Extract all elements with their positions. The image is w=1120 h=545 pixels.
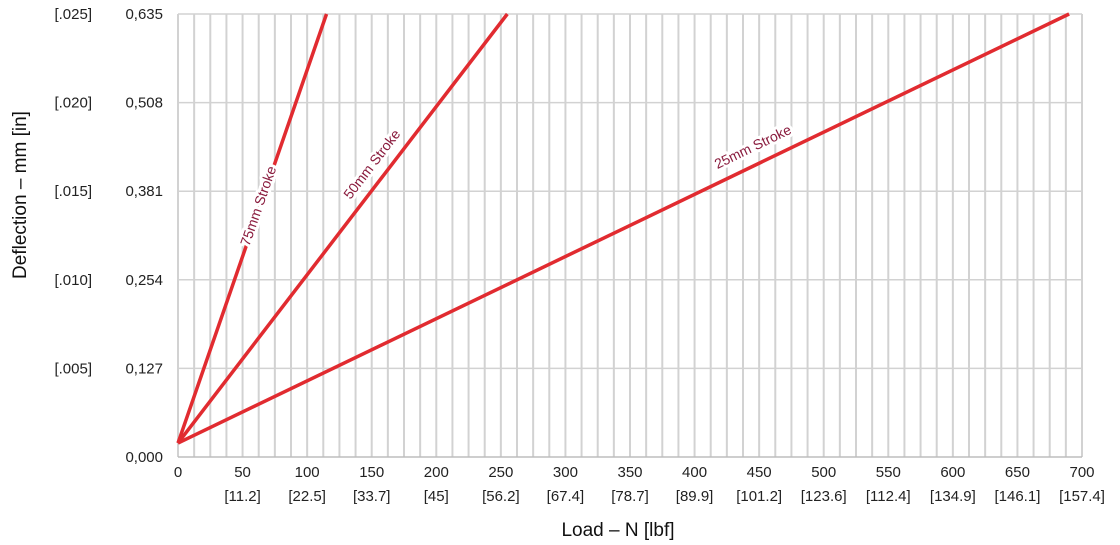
x-tick-sublabel: [112.4] xyxy=(866,488,911,505)
x-tick-sublabel: [22.5] xyxy=(288,488,326,505)
x-tick-sublabel: [45] xyxy=(424,488,449,505)
x-tick-sublabel: [89.9] xyxy=(676,488,714,505)
x-tick-label: 500 xyxy=(811,464,836,481)
x-tick-sublabel: [33.7] xyxy=(353,488,391,505)
x-tick-label: 600 xyxy=(940,464,965,481)
x-axis-title: Load – N [lbf] xyxy=(561,520,674,541)
x-tick-label: 100 xyxy=(295,464,320,481)
x-tick-sublabel: [56.2] xyxy=(482,488,520,505)
x-tick-label: 0 xyxy=(174,464,182,481)
x-tick-sublabel: [157.4] xyxy=(1059,488,1105,505)
y-tick-alt-label: [.010] xyxy=(54,272,92,289)
x-tick-sublabel: [123.6] xyxy=(801,488,847,505)
series-layer xyxy=(176,12,1070,445)
y-axis-title: Deflection – mm [in] xyxy=(10,111,31,279)
x-tick-label: 250 xyxy=(488,464,513,481)
x-tick-label: 650 xyxy=(1005,464,1030,481)
y-tick-alt-label: [.020] xyxy=(54,95,92,112)
y-tick-label: 0,381 xyxy=(125,183,163,200)
x-tick-label: 150 xyxy=(359,464,384,481)
x-tick-label: 350 xyxy=(617,464,642,481)
x-tick-sublabel: [78.7] xyxy=(611,488,649,505)
x-tick-sublabel: [134.9] xyxy=(930,488,976,505)
y-tick-label: 0,127 xyxy=(125,360,163,377)
x-tick-label: 450 xyxy=(747,464,772,481)
grid-layer xyxy=(177,13,1083,457)
series-label: 25mm Stroke xyxy=(712,121,794,172)
x-tick-sublabel: [67.4] xyxy=(547,488,585,505)
y-tick-label: 0,635 xyxy=(125,6,163,23)
series-line-1 xyxy=(176,13,329,444)
x-tick-sublabel: [11.2] xyxy=(224,488,260,505)
x-tick-sublabel: [146.1] xyxy=(994,488,1040,505)
x-tick-label: 300 xyxy=(553,464,578,481)
y-tick-label: 0,254 xyxy=(125,272,163,289)
x-tick-sublabel: [101.2] xyxy=(736,488,782,505)
x-tick-label: 700 xyxy=(1069,464,1094,481)
x-tick-label: 400 xyxy=(682,464,707,481)
y-tick-label: 0,508 xyxy=(125,95,163,112)
x-tick-label: 200 xyxy=(424,464,449,481)
y-tick-label: 0,000 xyxy=(125,449,163,466)
x-tick-label: 50 xyxy=(234,464,251,481)
axis-layer: 0 50 [11.2] 100 [22.5] 150 [33.7] 200 [45] 250 [56… xyxy=(54,6,1104,505)
series-line-3 xyxy=(177,12,1070,445)
y-tick-alt-label: [.005] xyxy=(54,360,92,377)
y-tick-alt-label: [.025] xyxy=(54,6,92,23)
series-line-2 xyxy=(176,12,509,445)
y-tick-alt-label: [.015] xyxy=(54,183,92,200)
x-tick-label: 550 xyxy=(876,464,901,481)
